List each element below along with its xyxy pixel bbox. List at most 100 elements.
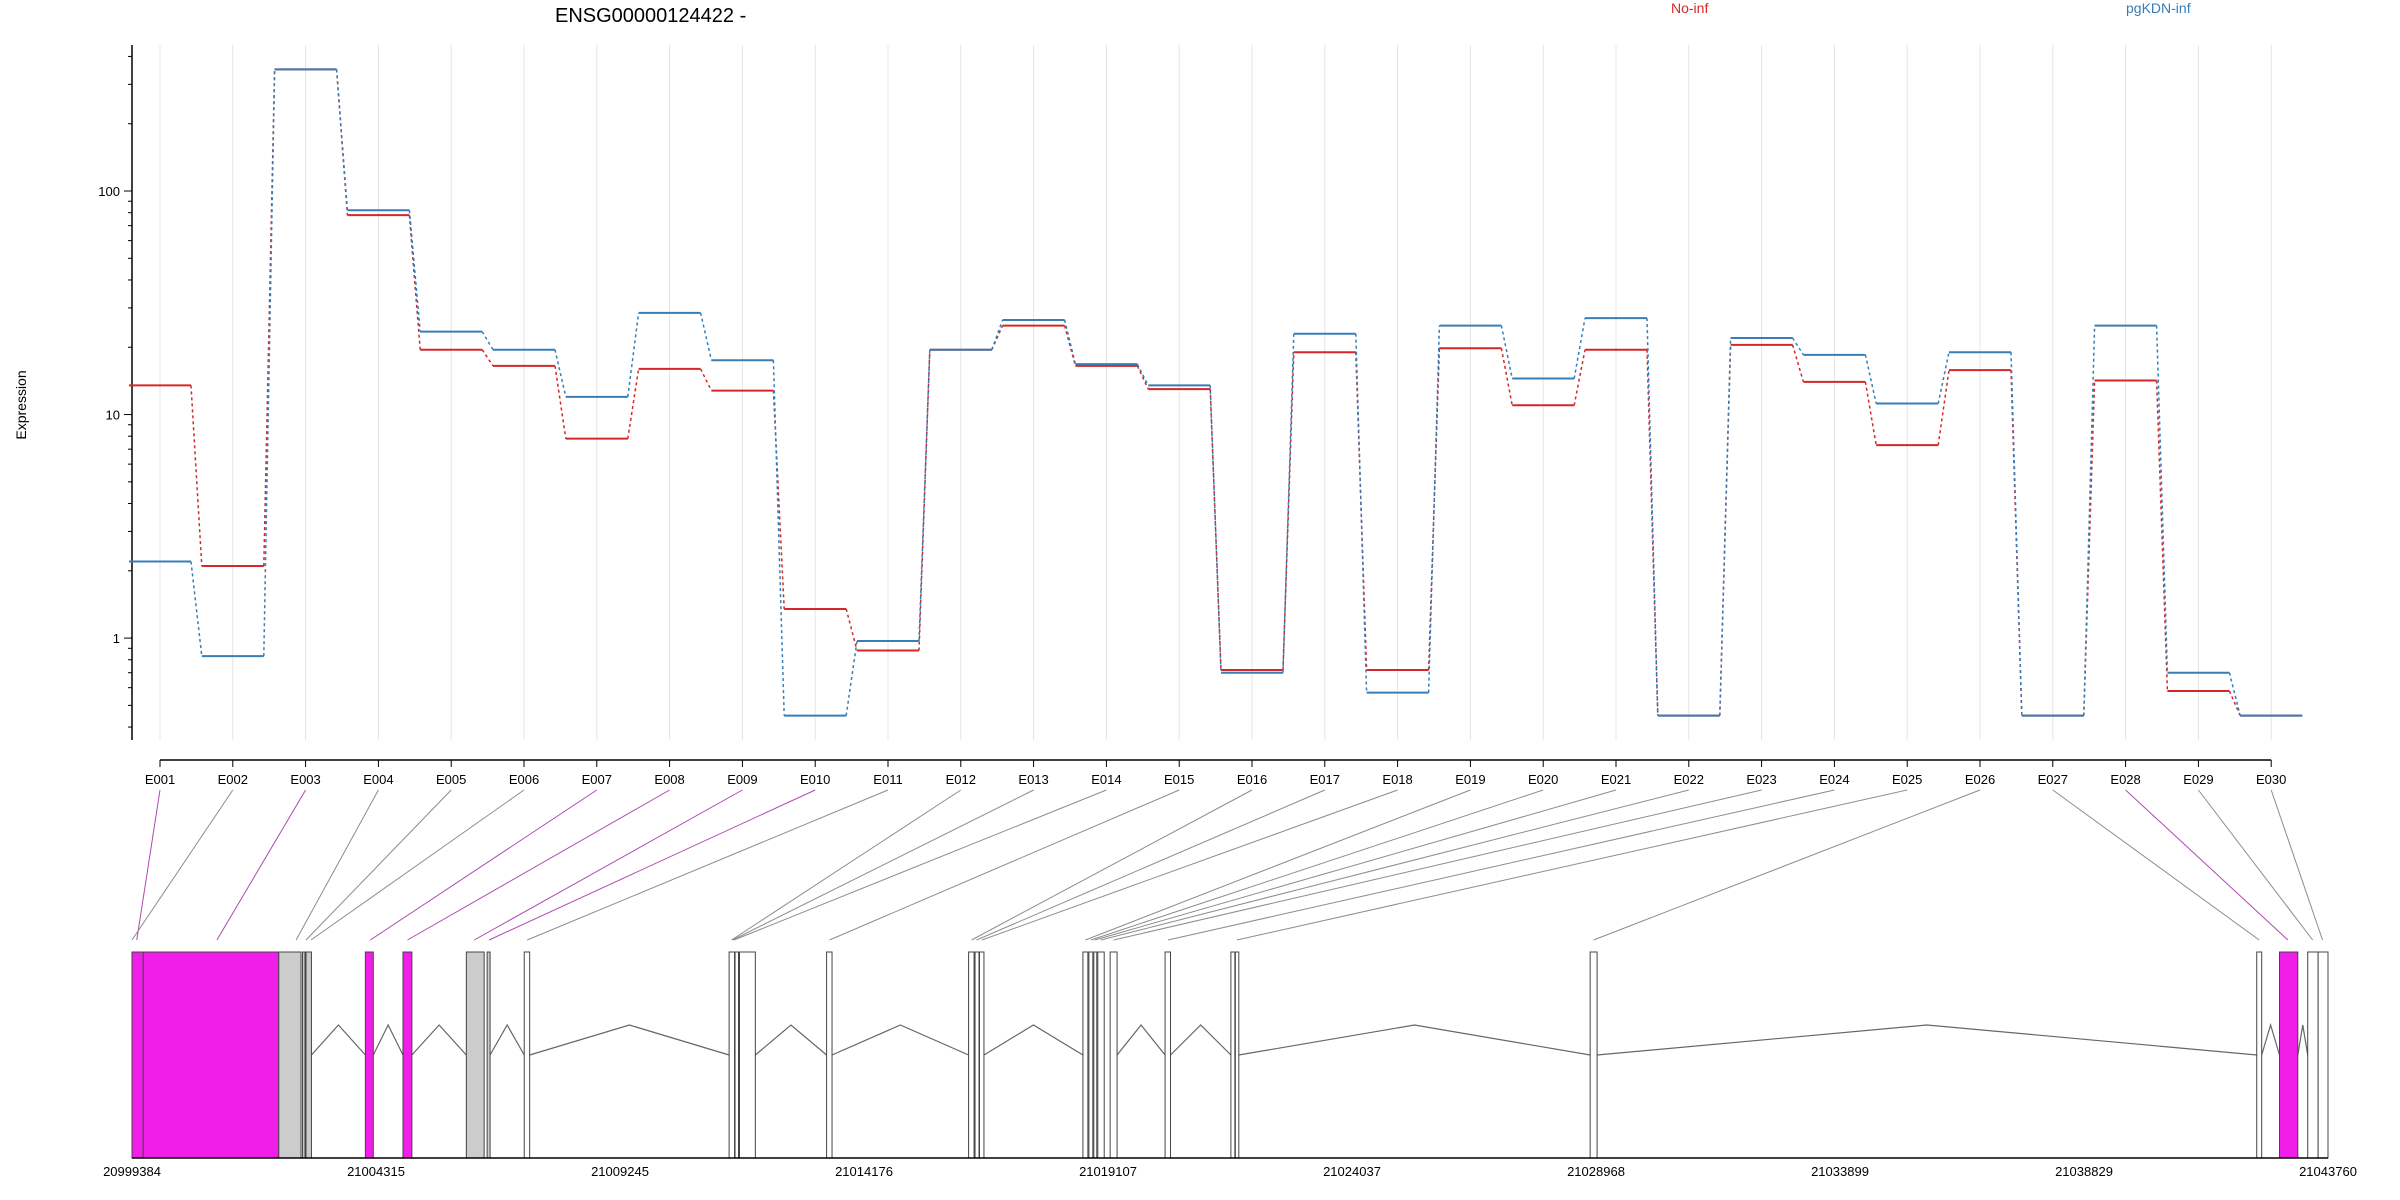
exon-link-line [1100,789,1689,941]
x-tick-label: E019 [1455,772,1485,787]
series-connector [335,69,349,211]
intron-line [529,1024,730,1056]
exon-box [2279,951,2299,1159]
intron-line [1597,1024,2257,1056]
series-connector [1864,354,1877,404]
intron-line [1116,1024,1166,1056]
x-tick-label: E010 [800,772,830,787]
series-connector [1427,325,1441,693]
exon-box [465,951,485,1159]
intron-line [1238,1024,1591,1056]
exon-link-line [131,789,234,941]
genomic-axis-label: 20999384 [103,1164,161,1179]
series-connector [2010,370,2023,716]
series-connector [918,349,931,642]
exon-box [486,951,491,1159]
exon-box [826,951,833,1159]
genomic-axis-label: 21038829 [2055,1164,2113,1179]
y-tick-label: 1 [113,631,120,646]
exon-box [738,951,756,1159]
series-connector [263,69,276,657]
exon-link-line [976,789,1325,941]
series-connector [1864,381,1877,446]
x-tick-label: E004 [363,772,393,787]
exon-box [302,951,306,1159]
exon-box [968,951,975,1159]
genomic-axis-label: 21019107 [1079,1164,1137,1179]
intron-line [310,1024,366,1056]
series-connector [699,312,713,361]
exon-box [305,951,312,1159]
x-tick-label: E018 [1382,772,1412,787]
x-tick-label: E014 [1091,772,1121,787]
series-connector [1500,348,1513,406]
series-connector [1063,319,1077,365]
exon-box [131,951,144,1159]
exon-link-line [2125,789,2289,941]
series-connector [263,69,276,567]
series-connector [1719,337,1732,716]
x-tick-label: E013 [1018,772,1048,787]
series-connector [1136,365,1149,390]
series-connector [481,331,494,351]
exon-link-line [2198,789,2314,941]
exon-link-line [1090,789,1544,941]
exon-box [1109,951,1118,1159]
exon-box [979,951,985,1159]
exon-box [974,951,980,1159]
series-connector [1573,349,1586,406]
series-connector [1282,352,1295,671]
series-connector [1573,317,1586,379]
series-connector [1646,318,1659,716]
x-tick-label: E012 [946,772,976,787]
intron-line [372,1023,404,1056]
exon-link-line [310,789,525,941]
exon-link-line [305,789,452,941]
exon-link-line [1094,789,1617,941]
x-tick-label: E015 [1164,772,1194,787]
exon-link-line [2052,789,2260,941]
exon-link-line [527,789,889,941]
x-tick-label: E022 [1674,772,1704,787]
y-tick-label: 100 [98,184,120,199]
series-connector [1937,370,1950,446]
genomic-axis-label: 21004315 [347,1164,405,1179]
exon-link-line [1593,789,1981,941]
exon-link-line [136,789,161,941]
x-tick-label: E007 [582,772,612,787]
exon-box [2256,951,2263,1159]
intron-line [2261,1022,2281,1056]
series-pgkdn-inf [129,68,2303,717]
series-connector [1136,363,1149,386]
exon-link-line [1113,789,1762,941]
series-connector [554,349,567,398]
exon-box [1082,951,1089,1159]
intron-line [2297,1024,2309,1056]
exon-link-line [971,789,1253,941]
exon-link-line [733,789,1107,941]
intron-line [411,1024,467,1056]
x-tick-label: E020 [1528,772,1558,787]
x-tick-label: E017 [1310,772,1340,787]
x-tick-label: E023 [1746,772,1776,787]
legend-pgkdn-inf: pgKDN-inf [2126,0,2191,16]
exon-box [1088,951,1094,1159]
exon-box [734,951,740,1159]
series-connector [991,319,1004,350]
series-connector [845,608,858,651]
series-connector [772,360,785,716]
plot-area: 1 10 100 E001 E002 E003 E004 E005 E006 E007 E008 E0… [98,45,2303,787]
x-tick-label: E009 [727,772,757,787]
x-tick-label: E021 [1601,772,1631,787]
exon-link-line [981,789,1398,941]
x-tick-label: E029 [2183,772,2213,787]
exon-link-line [474,789,743,941]
series-connector [408,215,421,350]
legend-no-inf: No-inf [1671,0,1708,16]
intron-line [754,1024,827,1056]
exon-box [402,951,413,1159]
genomic-axis-label: 21024037 [1323,1164,1381,1179]
x-tick-label: E027 [2038,772,2068,787]
exon-box [278,951,302,1159]
x-tick-label: E003 [290,772,320,787]
